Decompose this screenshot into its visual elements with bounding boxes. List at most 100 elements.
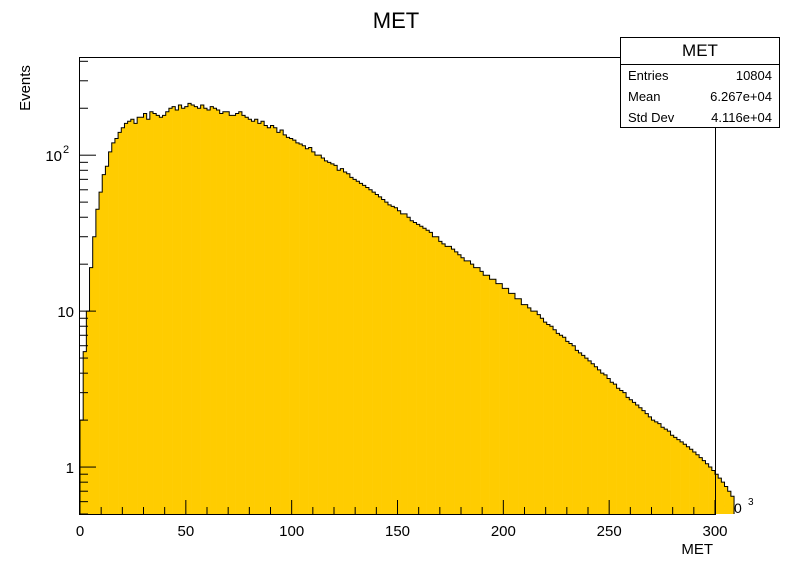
x-tick-label: 150 [385,523,410,540]
histogram-bin [254,119,259,515]
histogram-bin [546,324,551,514]
histogram-bin [705,463,709,514]
histogram-bin [603,374,608,514]
y-tick-label: 10 [57,304,74,321]
histogram-bin [715,474,719,514]
histogram-bin [673,437,678,514]
y-tick-label: 1 [66,460,74,477]
x-multiplier-exp: 3 [748,497,754,508]
histogram-bin [527,307,532,514]
x-tick-label: 50 [177,523,194,540]
histogram-bin [118,132,122,514]
histogram-bin [483,275,487,514]
histogram-bin [641,410,646,514]
histogram-bin [616,388,621,514]
histogram-bin [467,260,471,514]
histogram-bin [330,163,335,514]
x-tick-label: 250 [597,523,622,540]
x-axis-ticks: 0 50 100 150 200 250 300 [76,500,728,540]
histogram-bin [702,460,706,514]
histogram-bin [337,170,341,515]
histogram-bin [445,246,449,514]
histogram-bin [222,111,227,514]
histogram-bin [505,288,509,514]
histogram-bin [324,160,328,515]
histogram-bin [645,413,649,514]
histogram-bin [518,298,522,514]
histogram-bin [464,260,468,514]
histogram-bin [686,446,690,514]
histogram-bin [187,103,192,514]
histogram-bin [435,236,440,514]
stats-entries-row: Entries 10804 [621,65,779,86]
stats-entries-label: Entries [628,68,669,83]
x-tick-label: 0 [76,523,84,540]
histogram-bin [286,137,290,514]
histogram-bin [597,369,601,514]
histogram-bin [530,311,535,514]
chart-title: MET [373,8,419,33]
histogram-bin [378,196,382,514]
histogram-bin [451,249,455,515]
histogram-bin [295,142,300,514]
histogram-bin [149,111,154,514]
histogram-bin [553,329,557,514]
histogram-bin [194,106,198,514]
histogram-bin [95,209,100,514]
histogram-bin [448,246,452,514]
histogram-bin [711,470,716,514]
histogram-bars [80,103,735,515]
histogram-bin [273,127,278,515]
histogram-bin [575,350,579,514]
histogram-bin [289,138,294,514]
histogram-bin [311,151,316,514]
histogram-bin [124,123,128,514]
histogram-bin [121,127,125,515]
histogram-bin [178,104,182,514]
histogram-bin [153,113,157,514]
histogram-bin [248,119,252,515]
histogram-bin [689,449,694,514]
histogram-bin [499,283,503,514]
histogram-bin [302,145,306,515]
stats-std-row: Std Dev 4.116e+04 [621,107,779,128]
histogram-bin [461,257,465,514]
histogram-bin [407,217,411,514]
stats-std-value: 4.116e+04 [711,110,772,125]
histogram-bin [114,138,119,514]
histogram-bin [476,267,481,514]
histogram-bin [143,113,147,514]
histogram-bin [219,113,224,514]
histogram-bin [216,109,220,514]
histogram-bin [572,345,576,514]
histogram-bin [648,416,652,514]
histogram-bin [622,392,627,514]
histogram-bin [238,111,243,514]
histogram-bin [549,326,554,514]
histogram-bin [276,132,281,514]
histogram-bin [362,185,367,514]
histogram-bin [156,115,160,515]
histogram-bin [591,363,595,514]
histogram-bin [578,352,582,514]
histogram-bin [372,192,376,514]
histogram-bin [235,113,240,514]
histogram-bin [92,236,97,514]
x-tick-label: 300 [702,523,727,540]
histogram-bin [676,439,681,514]
histogram-bin [600,373,605,514]
histogram-bin [241,115,246,515]
histogram-bin [140,117,144,514]
histogram-bin [365,187,370,514]
histogram-bin [514,298,519,514]
histogram-bin [321,157,325,514]
histogram-bin [486,275,490,514]
histogram-bin [724,486,728,514]
histogram-bin [184,106,189,514]
histogram-bin [718,478,722,514]
histogram-bin [613,384,617,514]
histogram-bin [191,104,195,514]
histogram-bin [540,318,544,514]
histogram-bin [562,337,567,514]
stats-mean-value: 6.267e+04 [710,89,772,104]
